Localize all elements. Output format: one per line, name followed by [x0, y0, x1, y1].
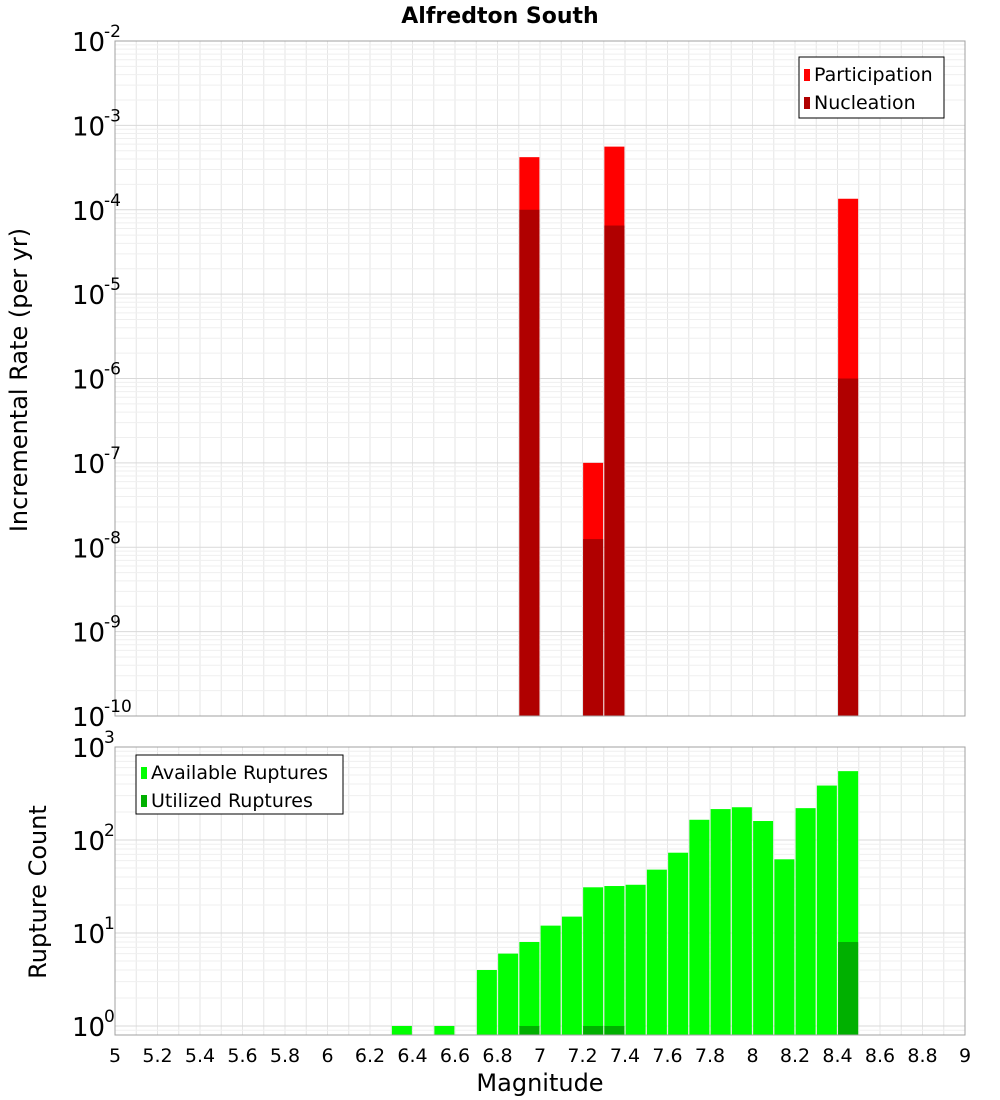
bottom-y-tick-exponent: 3 — [104, 728, 115, 748]
nucleation-bar — [604, 225, 625, 716]
bottom-plot-border — [114, 746, 966, 1036]
bottom-y-tick-base: 10 — [72, 734, 105, 764]
x-tick-label: 7.6 — [652, 1045, 682, 1067]
bottom-y-tick-exponent: 2 — [104, 821, 115, 841]
available-ruptures-bar — [604, 886, 625, 1035]
bottom-legend-swatch — [141, 767, 147, 779]
x-tick-label: 5 — [109, 1045, 121, 1067]
utilized-ruptures-bar — [519, 1025, 540, 1035]
available-ruptures-bar — [689, 819, 710, 1035]
bottom-legend-label: Utilized Ruptures — [151, 790, 313, 812]
top-y-tick-exponent: -4 — [104, 191, 121, 211]
bottom-y-tick-base: 10 — [72, 827, 105, 857]
x-tick-label: 8.6 — [865, 1045, 895, 1067]
bottom-y-tick-base: 10 — [72, 1013, 105, 1043]
bottom-y-axis-label: Rupture Count — [24, 805, 52, 979]
x-tick-label: 7 — [534, 1045, 546, 1067]
available-ruptures-bar — [583, 887, 604, 1035]
x-tick-label: 6 — [321, 1045, 333, 1067]
bottom-y-tick-exponent: 0 — [104, 1007, 115, 1027]
top-y-axis-label: Incremental Rate (per yr) — [5, 228, 33, 532]
available-ruptures-bar — [625, 884, 646, 1035]
top-y-tick-exponent: -10 — [104, 697, 132, 717]
utilized-ruptures-bar — [583, 1025, 604, 1035]
x-axis-label: Magnitude — [476, 1069, 603, 1097]
top-legend-swatch — [804, 69, 810, 81]
nucleation-bar — [583, 539, 604, 716]
top-y-tick-base: 10 — [72, 703, 105, 733]
top-y-tick-exponent: -5 — [104, 275, 121, 295]
x-tick-label: 5.2 — [142, 1045, 172, 1067]
bottom-legend-label: Available Ruptures — [151, 762, 328, 784]
x-tick-label: 6.2 — [355, 1045, 385, 1067]
available-ruptures-bar — [476, 969, 497, 1035]
available-ruptures-bar — [774, 859, 795, 1035]
x-tick-label: 7.2 — [567, 1045, 597, 1067]
x-tick-label: 8.2 — [780, 1045, 810, 1067]
bottom-legend-swatch — [141, 795, 147, 807]
utilized-ruptures-bar — [838, 942, 859, 1035]
top-legend-label: Nucleation — [814, 92, 916, 114]
available-ruptures-bar — [816, 785, 837, 1035]
top-y-tick-exponent: -3 — [104, 106, 121, 126]
top-legend-label: Participation — [814, 64, 933, 86]
nucleation-bar — [838, 378, 859, 716]
top-y-tick-base: 10 — [72, 281, 105, 311]
x-tick-label: 8.4 — [822, 1045, 852, 1067]
x-tick-label: 5.6 — [227, 1045, 257, 1067]
available-ruptures-bar — [498, 953, 519, 1035]
available-ruptures-bar — [710, 809, 731, 1035]
nucleation-bar — [519, 209, 540, 716]
top-y-tick-exponent: -7 — [104, 444, 121, 464]
available-ruptures-bar — [646, 869, 667, 1035]
x-tick-label: 8 — [746, 1045, 758, 1067]
x-tick-label: 5.4 — [185, 1045, 215, 1067]
bottom-legend-box — [135, 754, 344, 815]
top-y-tick-base: 10 — [72, 366, 105, 396]
x-tick-label: 9 — [959, 1045, 971, 1067]
top-y-tick-exponent: -6 — [104, 360, 121, 380]
chart-title: Alfredton South — [401, 4, 598, 29]
top-y-tick-base: 10 — [72, 28, 105, 58]
x-tick-label: 6.4 — [397, 1045, 427, 1067]
x-tick-label: 8.8 — [907, 1045, 937, 1067]
x-tick-label: 6.6 — [440, 1045, 470, 1067]
top-legend-box — [798, 56, 945, 119]
x-tick-label: 5.8 — [270, 1045, 300, 1067]
available-ruptures-bar — [519, 942, 540, 1035]
available-ruptures-bar — [753, 821, 774, 1035]
utilized-ruptures-bar — [604, 1025, 625, 1035]
top-y-tick-base: 10 — [72, 450, 105, 480]
available-ruptures-bar — [391, 1025, 412, 1035]
bottom-y-tick-base: 10 — [72, 920, 105, 950]
x-tick-label: 7.4 — [610, 1045, 640, 1067]
x-tick-label: 7.8 — [695, 1045, 725, 1067]
bottom-y-tick-exponent: 1 — [104, 914, 115, 934]
x-tick-label: 6.8 — [482, 1045, 512, 1067]
available-ruptures-bar — [731, 807, 752, 1035]
top-plot-border — [114, 40, 966, 717]
available-ruptures-bar — [434, 1025, 455, 1035]
available-ruptures-bar — [668, 852, 689, 1035]
available-ruptures-bar — [561, 916, 582, 1035]
available-ruptures-bar — [795, 808, 816, 1035]
top-y-tick-base: 10 — [72, 112, 105, 142]
top-legend-swatch — [804, 97, 810, 109]
available-ruptures-bar — [540, 925, 561, 1035]
top-y-tick-exponent: -2 — [104, 22, 121, 42]
top-y-tick-base: 10 — [72, 534, 105, 564]
top-y-tick-base: 10 — [72, 197, 105, 227]
top-y-tick-base: 10 — [72, 619, 105, 649]
top-y-tick-exponent: -8 — [104, 528, 121, 548]
top-y-tick-exponent: -9 — [104, 613, 121, 633]
